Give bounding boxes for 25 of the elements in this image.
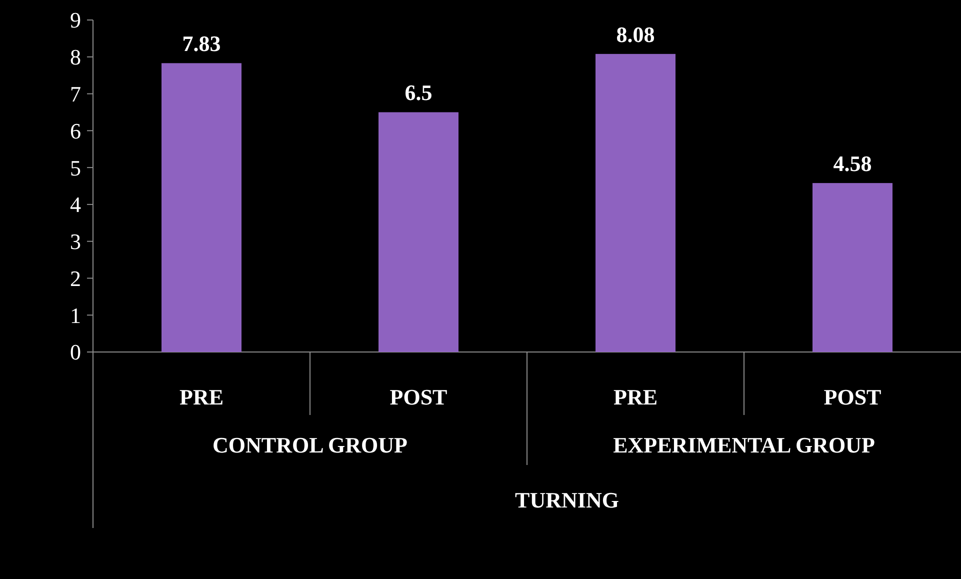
x-axis-title: TURNING <box>515 488 619 513</box>
data-label: 4.58 <box>833 151 872 176</box>
text: CONTROL GROUP <box>212 432 408 458</box>
y-tick-label: 9 <box>70 8 81 33</box>
y-tick-label: 6 <box>70 118 81 144</box>
data-label: 7.83 <box>182 31 221 56</box>
data-label: 8.08 <box>616 22 655 47</box>
y-tick-label: 3 <box>70 229 81 254</box>
x-tick-label: POST <box>824 384 882 410</box>
y-tick-label: 0 <box>70 340 81 365</box>
x-tick-label: PRE <box>614 384 658 410</box>
y-tick-label: 7 <box>70 81 81 106</box>
y-tick-label: 5 <box>70 155 81 180</box>
x-tick-label: POST <box>390 384 448 410</box>
bar <box>812 183 892 352</box>
data-label: 6.5 <box>404 80 432 106</box>
y-tick-label: 4 <box>70 192 81 218</box>
y-tick-label: 2 <box>70 266 81 291</box>
x-tick-label: PRE <box>180 384 224 410</box>
bar <box>162 63 242 352</box>
bar <box>596 54 676 352</box>
bar <box>378 112 458 352</box>
y-tick-label: 8 <box>70 44 81 70</box>
text: EXPERIMENTAL GROUP <box>613 432 875 458</box>
y-tick-label: 1 <box>70 302 81 328</box>
